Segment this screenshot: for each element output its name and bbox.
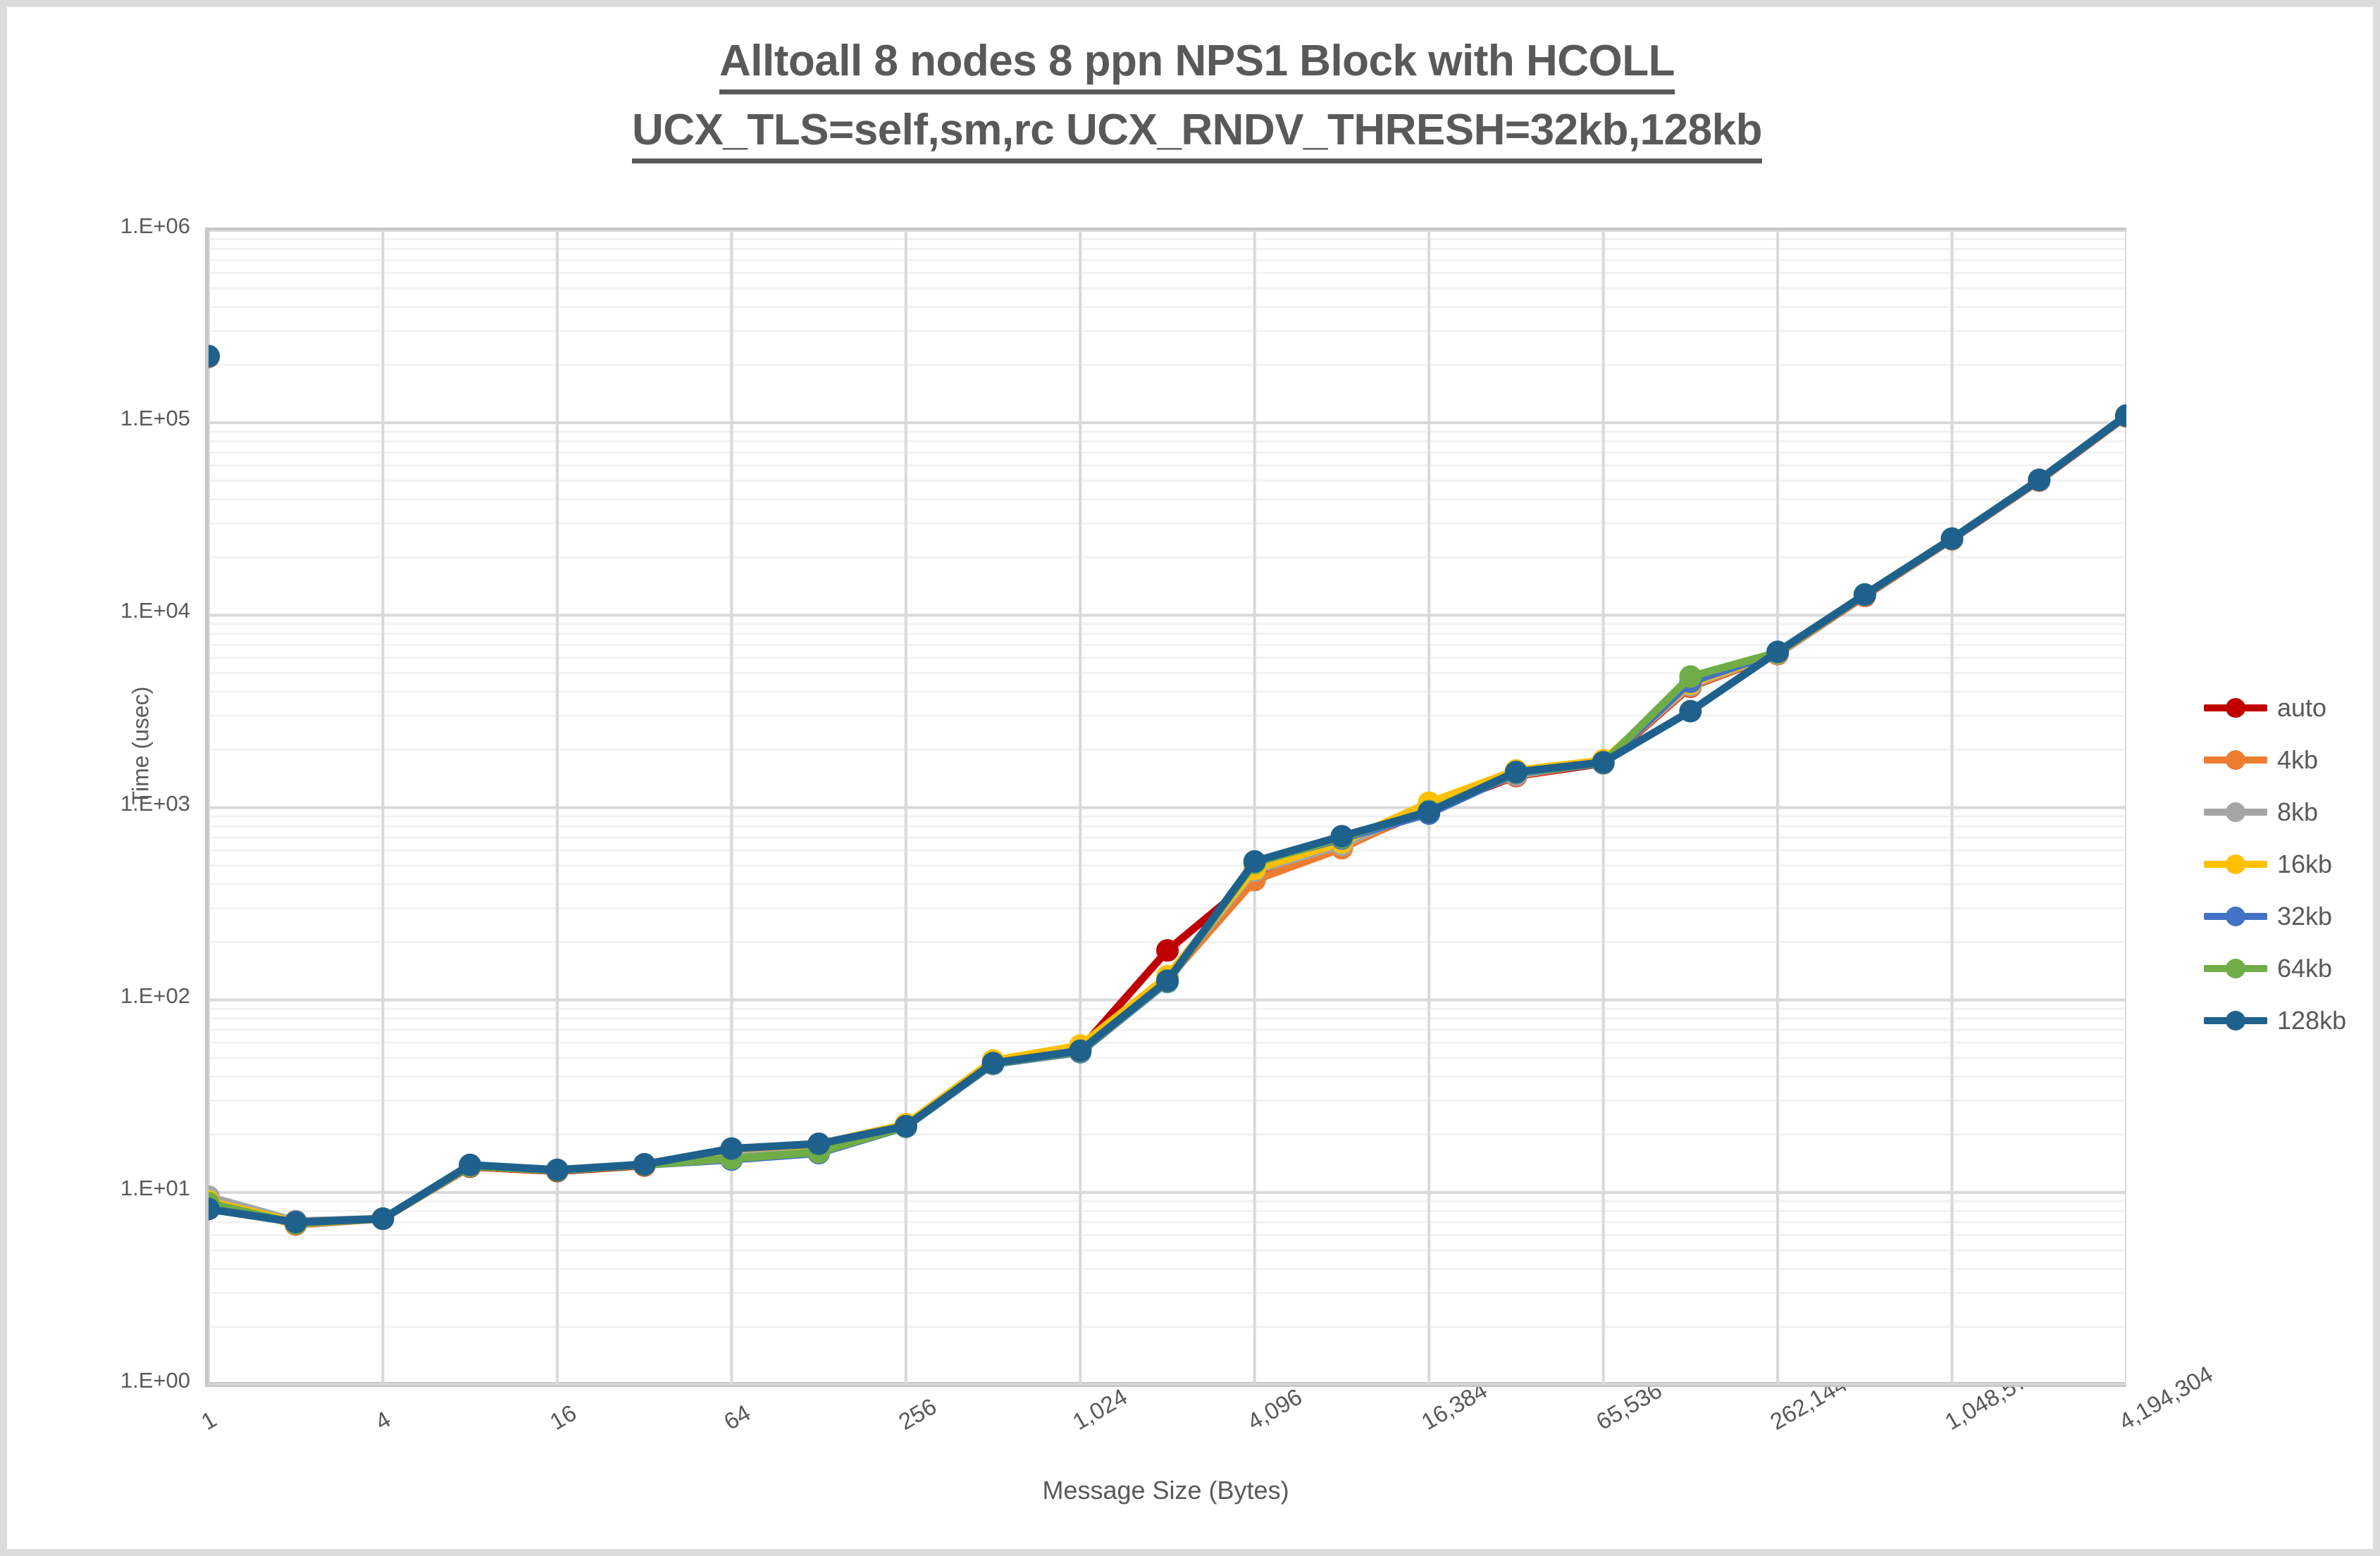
legend-label: 8kb — [2277, 797, 2319, 826]
legend-dot — [2226, 698, 2245, 718]
x-axis-tick-label: 4 — [371, 1405, 395, 1436]
series-line-64kb — [209, 411, 2126, 1228]
legend-dot — [2226, 907, 2245, 926]
x-axis-tick-label: 1,024 — [1068, 1383, 1132, 1436]
data-point — [545, 1158, 569, 1181]
plot-canvas — [209, 230, 2126, 1385]
data-point — [1679, 699, 1702, 723]
legend-item-64kb[interactable]: 64kb — [2204, 954, 2380, 983]
legend-dot — [2226, 959, 2245, 978]
chart-title-line-2: UCX_TLS=self,sm,rc UCX_RNDV_THRESH=32kb,… — [632, 104, 1762, 164]
data-point — [371, 1207, 395, 1231]
legend-item-4kb[interactable]: 4kb — [2204, 745, 2380, 774]
legend-item-128kb[interactable]: 128kb — [2204, 1006, 2380, 1035]
legend-marker-icon — [2204, 956, 2267, 981]
y-axis-tick-label: 1.E+02 — [120, 983, 190, 1008]
series-128kb — [209, 344, 2126, 1234]
data-point — [284, 1211, 307, 1234]
data-point — [1243, 849, 1266, 873]
data-point — [2028, 468, 2051, 492]
data-point — [1418, 800, 1441, 823]
chart-legend: auto 4kb 8kb 16kb 32kb 64kb 128kb — [2204, 693, 2380, 1059]
y-axis-tick-label: 1.E+01 — [120, 1175, 190, 1200]
data-point — [1766, 640, 1790, 664]
data-point — [1679, 665, 1702, 688]
legend-marker-icon — [2204, 747, 2267, 773]
series-line-4kb — [209, 411, 2126, 1229]
legend-dot — [2226, 802, 2245, 822]
x-axis-tick-label: 1 — [197, 1405, 221, 1436]
y-axis-tick-label: 1.E+05 — [120, 406, 190, 431]
legend-label: 16kb — [2277, 849, 2333, 878]
series-line-auto — [209, 412, 2126, 1228]
x-axis-tick-label: 256 — [893, 1393, 941, 1436]
legend-item-32kb[interactable]: 32kb — [2204, 902, 2380, 931]
x-axis-tick-label: 4,096 — [1242, 1383, 1306, 1436]
legend-item-auto[interactable]: auto — [2204, 693, 2380, 722]
y-axis-tick-label: 1.E+03 — [120, 790, 190, 816]
data-point — [633, 1152, 656, 1176]
data-point — [1853, 583, 1876, 606]
data-point — [1330, 825, 1353, 848]
data-point — [894, 1114, 917, 1138]
legend-label: 128kb — [2277, 1006, 2347, 1035]
legend-marker-icon — [2204, 852, 2267, 877]
legend-label: 4kb — [2277, 745, 2319, 774]
legend-marker-icon — [2204, 799, 2267, 825]
legend-label: 64kb — [2277, 954, 2333, 983]
legend-dot — [2226, 1011, 2245, 1031]
data-point — [2115, 404, 2126, 427]
data-point — [720, 1137, 743, 1160]
legend-marker-icon — [2204, 1008, 2267, 1033]
legend-label: 32kb — [2277, 902, 2333, 931]
legend-marker-icon — [2204, 904, 2267, 929]
data-point — [981, 1052, 1005, 1075]
chart-title: Alltoall 8 nodes 8 ppn NPS1 Block with H… — [7, 35, 2380, 164]
y-axis-tick-label: 1.E+00 — [120, 1368, 190, 1393]
data-point — [1940, 527, 1964, 550]
data-point — [1156, 939, 1179, 962]
legend-label: auto — [2277, 693, 2327, 722]
series-4kb — [209, 345, 2126, 1236]
legend-item-8kb[interactable]: 8kb — [2204, 797, 2380, 826]
data-point — [209, 1197, 220, 1221]
data-point — [1592, 751, 1615, 774]
data-point — [1069, 1039, 1092, 1062]
series-8kb — [209, 345, 2126, 1233]
legend-dot — [2226, 854, 2245, 874]
data-point — [459, 1153, 482, 1176]
legend-marker-icon — [2204, 695, 2267, 721]
data-point — [209, 344, 220, 368]
plot-area — [205, 228, 2126, 1387]
x-axis-tick-label: 4,194,304 — [2114, 1360, 2217, 1436]
data-point — [1156, 969, 1179, 992]
y-axis-title: Time (usec) — [128, 686, 154, 805]
x-axis-tick-label: 64 — [719, 1399, 755, 1436]
chart-title-line-1: Alltoall 8 nodes 8 ppn NPS1 Block with H… — [719, 35, 1675, 95]
x-axis-title: Message Size (Bytes) — [1042, 1476, 1289, 1505]
y-axis-tick-label: 1.E+04 — [120, 598, 190, 623]
legend-item-16kb[interactable]: 16kb — [2204, 849, 2380, 878]
y-axis-tick-label: 1.E+06 — [120, 213, 190, 238]
x-axis-tick-label: 16 — [545, 1399, 581, 1436]
legend-dot — [2226, 750, 2245, 770]
data-point — [1504, 761, 1527, 784]
data-point — [807, 1132, 831, 1155]
